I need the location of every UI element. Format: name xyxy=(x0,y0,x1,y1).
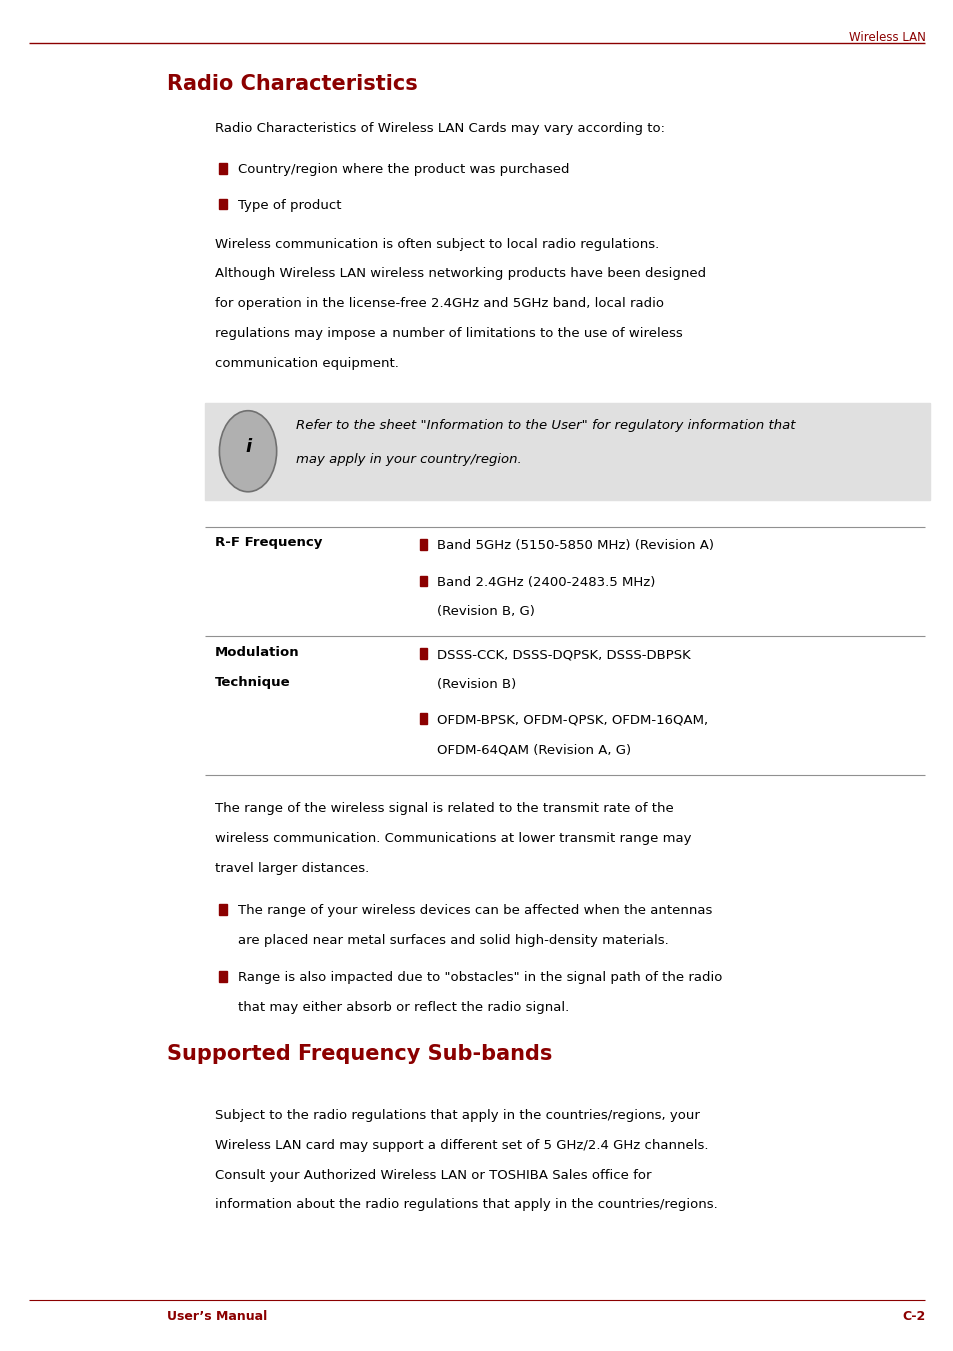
Text: Subject to the radio regulations that apply in the countries/regions, your: Subject to the radio regulations that ap… xyxy=(214,1109,699,1123)
Text: OFDM-64QAM (Revision A, G): OFDM-64QAM (Revision A, G) xyxy=(436,743,630,757)
Text: information about the radio regulations that apply in the countries/regions.: information about the radio regulations … xyxy=(214,1198,717,1212)
FancyBboxPatch shape xyxy=(219,904,227,915)
FancyBboxPatch shape xyxy=(419,713,427,724)
Text: regulations may impose a number of limitations to the use of wireless: regulations may impose a number of limit… xyxy=(214,327,681,340)
Text: Band 5GHz (5150-5850 MHz) (Revision A): Band 5GHz (5150-5850 MHz) (Revision A) xyxy=(436,539,713,553)
Text: for operation in the license-free 2.4GHz and 5GHz band, local radio: for operation in the license-free 2.4GHz… xyxy=(214,297,663,311)
Text: Radio Characteristics of Wireless LAN Cards may vary according to:: Radio Characteristics of Wireless LAN Ca… xyxy=(214,122,664,135)
FancyBboxPatch shape xyxy=(219,163,227,174)
Text: i: i xyxy=(245,438,251,457)
Text: Although Wireless LAN wireless networking products have been designed: Although Wireless LAN wireless networkin… xyxy=(214,267,705,281)
Text: that may either absorb or reflect the radio signal.: that may either absorb or reflect the ra… xyxy=(238,1001,569,1015)
Text: Wireless LAN: Wireless LAN xyxy=(847,31,924,45)
Text: C-2: C-2 xyxy=(902,1310,924,1324)
FancyBboxPatch shape xyxy=(419,576,427,586)
Text: Band 2.4GHz (2400-2483.5 MHz): Band 2.4GHz (2400-2483.5 MHz) xyxy=(436,576,655,589)
FancyBboxPatch shape xyxy=(219,199,227,209)
Text: Radio Characteristics: Radio Characteristics xyxy=(167,74,417,95)
Text: Range is also impacted due to "obstacles" in the signal path of the radio: Range is also impacted due to "obstacles… xyxy=(238,971,722,985)
Text: (Revision B, G): (Revision B, G) xyxy=(436,605,535,619)
Text: Country/region where the product was purchased: Country/region where the product was pur… xyxy=(238,163,569,177)
Circle shape xyxy=(219,411,276,492)
Text: Wireless LAN card may support a different set of 5 GHz/2.4 GHz channels.: Wireless LAN card may support a differen… xyxy=(214,1139,707,1152)
Text: Type of product: Type of product xyxy=(238,199,341,212)
Text: Refer to the sheet "Information to the User" for regulatory information that: Refer to the sheet "Information to the U… xyxy=(295,419,795,432)
FancyBboxPatch shape xyxy=(219,971,227,982)
Text: (Revision B): (Revision B) xyxy=(436,678,516,692)
Text: wireless communication. Communications at lower transmit range may: wireless communication. Communications a… xyxy=(214,832,690,846)
Text: Consult your Authorized Wireless LAN or TOSHIBA Sales office for: Consult your Authorized Wireless LAN or … xyxy=(214,1169,651,1182)
FancyBboxPatch shape xyxy=(419,648,427,659)
FancyBboxPatch shape xyxy=(205,403,929,500)
Text: Technique: Technique xyxy=(214,676,290,689)
Text: The range of the wireless signal is related to the transmit rate of the: The range of the wireless signal is rela… xyxy=(214,802,673,816)
FancyBboxPatch shape xyxy=(419,539,427,550)
Text: travel larger distances.: travel larger distances. xyxy=(214,862,369,875)
Text: The range of your wireless devices can be affected when the antennas: The range of your wireless devices can b… xyxy=(238,904,712,917)
Text: OFDM-BPSK, OFDM-QPSK, OFDM-16QAM,: OFDM-BPSK, OFDM-QPSK, OFDM-16QAM, xyxy=(436,713,707,727)
Text: communication equipment.: communication equipment. xyxy=(214,357,398,370)
Text: Supported Frequency Sub-bands: Supported Frequency Sub-bands xyxy=(167,1044,552,1065)
Text: Wireless communication is often subject to local radio regulations.: Wireless communication is often subject … xyxy=(214,238,659,251)
Text: R-F Frequency: R-F Frequency xyxy=(214,536,322,550)
Text: are placed near metal surfaces and solid high-density materials.: are placed near metal surfaces and solid… xyxy=(238,934,669,947)
Text: DSSS-CCK, DSSS-DQPSK, DSSS-DBPSK: DSSS-CCK, DSSS-DQPSK, DSSS-DBPSK xyxy=(436,648,690,662)
Text: may apply in your country/region.: may apply in your country/region. xyxy=(295,453,521,466)
Text: User’s Manual: User’s Manual xyxy=(167,1310,267,1324)
Text: Modulation: Modulation xyxy=(214,646,299,659)
